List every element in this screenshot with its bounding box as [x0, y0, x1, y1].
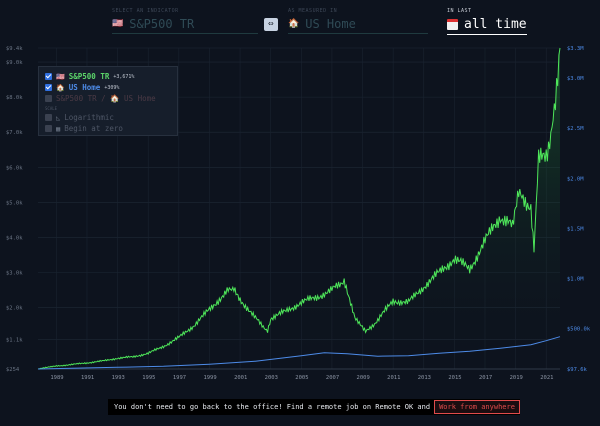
x-axis-tick-label: 1999 [203, 375, 216, 381]
scale-section-label: SCALE [45, 106, 58, 111]
work-from-anywhere-link[interactable]: Work from anywhere [434, 400, 520, 414]
swap-arrows-icon[interactable]: ⇔ [264, 18, 278, 31]
legend-item-home[interactable]: 🏠 US Home +309% [45, 82, 171, 93]
left-axis-tick-label: $9.0k [6, 60, 23, 66]
left-axis-tick-label: $7.0k [6, 130, 23, 136]
zero-icon: ▦ [56, 124, 61, 133]
chart-legend: 🇺🇸 S&P500 TR +3,671% 🏠 US Home +309% S&P… [38, 66, 178, 136]
us-flag-icon: 🇺🇸 [56, 72, 65, 81]
legend-label-home: US Home [68, 83, 101, 92]
x-axis-tick-label: 2005 [295, 375, 308, 381]
x-axis-tick-label: 2009 [357, 375, 370, 381]
legend-item-ratio[interactable]: S&P500 TR / 🏠 US Home [45, 93, 171, 104]
home-checkbox[interactable] [45, 84, 52, 91]
option-begin-at-zero[interactable]: ▦ Begin at zero [45, 123, 171, 134]
indicator-field[interactable]: 🇺🇸 S&P500 TR [112, 17, 258, 34]
x-axis-tick-label: 2011 [387, 375, 400, 381]
banner-text: You don't need to go back to the office!… [114, 403, 431, 411]
x-axis-tick-label: 1993 [112, 375, 125, 381]
left-axis-tick-label: $1.1k [6, 337, 23, 343]
x-axis-tick-label: 1995 [142, 375, 155, 381]
option-logarithmic[interactable]: ◺ Logarithmic [45, 112, 171, 123]
indicator-value: S&P500 TR [129, 17, 195, 31]
ratio-checkbox[interactable] [45, 95, 52, 102]
left-axis-tick-label: $6.0k [6, 165, 23, 171]
sp500-checkbox[interactable] [45, 73, 52, 80]
right-axis-tick-label: $500.0k [567, 327, 591, 333]
x-axis-tick-label: 2017 [479, 375, 492, 381]
left-axis-tick-label: $3.0k [6, 271, 23, 277]
logarithmic-checkbox[interactable] [45, 114, 52, 121]
x-axis-tick-label: 2015 [448, 375, 461, 381]
legend-item-sp500[interactable]: 🇺🇸 S&P500 TR +3,671% [45, 71, 171, 82]
left-axis-tick-label: $5.0k [6, 200, 23, 206]
x-axis-tick-label: 2013 [418, 375, 431, 381]
begin-at-zero-label: Begin at zero [64, 124, 123, 133]
time-range-value: all time [464, 17, 527, 32]
left-axis-tick-label: $8.0k [6, 95, 23, 101]
right-axis-tick-label: $2.0M [567, 176, 584, 182]
begin-at-zero-checkbox[interactable] [45, 125, 52, 132]
price-chart[interactable]: $254 $1.1k $2.0k $3.0k $4.0k $5.0k $6.0k $7.0k $… [0, 40, 600, 385]
calendar-icon [447, 19, 458, 30]
sp500-series-line [37, 47, 561, 370]
us-flag-icon: 🇺🇸 [112, 19, 124, 29]
legend-label-ratio: S&P500 TR / 🏠 US Home [56, 94, 156, 103]
x-axis-tick-label: 1991 [81, 375, 94, 381]
x-axis-tick-label: 1997 [173, 375, 186, 381]
right-axis-tick-label: $2.5M [567, 126, 584, 132]
x-axis-tick-label: 2007 [326, 375, 339, 381]
sp500-area-fill [38, 48, 560, 370]
right-axis-tick-label: $3.3M [567, 46, 584, 52]
left-axis-tick-label: $254 [6, 367, 20, 373]
remote-job-banner: You don't need to go back to the office!… [108, 399, 520, 415]
time-range-field[interactable]: all time [447, 17, 527, 35]
x-axis-tick-label: 2001 [234, 375, 247, 381]
measured-caption: AS MEASURED IN [288, 8, 338, 14]
measured-selector[interactable]: AS MEASURED IN 🏠 US Home [288, 8, 428, 36]
right-axis-tick-label: $97.6k [567, 367, 588, 373]
left-axis-tick-label: $2.0k [6, 306, 23, 312]
right-axis-tick-label: $1.5M [567, 226, 584, 232]
home-series-line [37, 336, 561, 370]
legend-label-sp500: S&P500 TR [68, 72, 110, 81]
measured-field[interactable]: 🏠 US Home [288, 17, 428, 34]
house-icon: 🏠 [56, 83, 65, 92]
x-axis-tick-label: 1989 [50, 375, 63, 381]
legend-pct-sp500: +3,671% [113, 73, 135, 80]
ruler-icon: ◺ [56, 113, 61, 122]
right-axis-tick-label: $1.0M [567, 277, 584, 283]
right-axis-tick-label: $3.0M [567, 76, 584, 82]
left-axis-tick-label: $9.4k [6, 46, 23, 52]
x-axis-tick-label: 2021 [540, 375, 553, 381]
chart-area[interactable]: $254 $1.1k $2.0k $3.0k $4.0k $5.0k $6.0k $7.0k $… [0, 40, 600, 385]
indicator-selector[interactable]: SELECT AN INDICATOR 🇺🇸 S&P500 TR [112, 8, 258, 36]
left-axis-tick-label: $4.0k [6, 236, 23, 242]
measured-value: US Home [305, 17, 356, 31]
indicator-caption: SELECT AN INDICATOR [112, 8, 179, 14]
time-range-selector[interactable]: IN LAST all time [447, 8, 527, 36]
x-axis-tick-label: 2019 [510, 375, 523, 381]
x-axis-tick-label: 2003 [265, 375, 278, 381]
time-range-caption: IN LAST [447, 8, 472, 14]
legend-pct-home: +309% [104, 84, 120, 91]
logarithmic-label: Logarithmic [64, 113, 114, 122]
house-icon: 🏠 [288, 19, 300, 29]
